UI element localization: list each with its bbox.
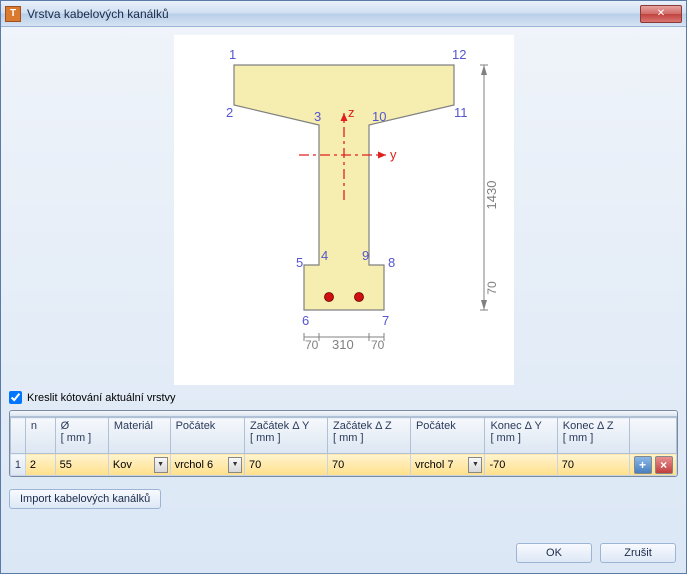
svg-text:6: 6 bbox=[302, 313, 309, 328]
column-header: n bbox=[25, 418, 55, 454]
close-button[interactable]: ✕ bbox=[640, 5, 682, 23]
draw-dimensions-row: Kreslit kótování aktuální vrstvy bbox=[9, 391, 678, 404]
dropdown-icon: ▼ bbox=[228, 457, 242, 473]
dropdown-icon: ▼ bbox=[468, 457, 482, 473]
material-select[interactable]: Kov ▼ bbox=[108, 454, 170, 476]
cross-section-diagram: 123456789101112zy1430707031070 bbox=[174, 35, 514, 385]
svg-text:1430: 1430 bbox=[484, 181, 499, 210]
column-header: Konec Δ Z[ mm ] bbox=[557, 418, 629, 454]
ok-button[interactable]: OK bbox=[516, 543, 592, 563]
title-text: Vrstva kabelových kanálků bbox=[27, 7, 640, 21]
svg-text:8: 8 bbox=[388, 255, 395, 270]
column-header: Začátek Δ Y[ mm ] bbox=[245, 418, 328, 454]
app-icon: T bbox=[5, 6, 21, 22]
cancel-button[interactable]: Zrušit bbox=[600, 543, 676, 563]
dropdown-icon: ▼ bbox=[154, 457, 168, 473]
svg-text:y: y bbox=[390, 147, 397, 162]
draw-dimensions-label[interactable]: Kreslit kótování aktuální vrstvy bbox=[27, 392, 176, 404]
row-index: 1 bbox=[11, 454, 26, 476]
svg-text:11: 11 bbox=[454, 105, 468, 120]
end-origin-value: vrchol 7 bbox=[415, 459, 454, 471]
svg-text:5: 5 bbox=[296, 255, 303, 270]
n-input[interactable] bbox=[26, 454, 55, 475]
svg-text:70: 70 bbox=[485, 281, 499, 295]
table-row: 1 Kov ▼ vrchol 6 ▼ vrchol 7 ▼ bbox=[11, 454, 677, 476]
import-button[interactable]: Import kabelových kanálků bbox=[9, 489, 161, 509]
column-header: Ø[ mm ] bbox=[55, 418, 108, 454]
diameter-input[interactable] bbox=[56, 454, 108, 475]
svg-text:1: 1 bbox=[229, 47, 236, 62]
svg-text:7: 7 bbox=[382, 313, 389, 328]
content-area: 123456789101112zy1430707031070 Kreslit k… bbox=[1, 27, 686, 537]
end-dy-input[interactable] bbox=[485, 454, 556, 475]
svg-text:70: 70 bbox=[305, 338, 319, 352]
svg-text:70: 70 bbox=[371, 338, 385, 352]
column-header bbox=[630, 418, 677, 454]
svg-text:4: 4 bbox=[321, 248, 328, 263]
column-header: Materiál bbox=[108, 418, 170, 454]
svg-text:310: 310 bbox=[332, 337, 354, 352]
svg-text:3: 3 bbox=[314, 109, 321, 124]
end-dz-input[interactable] bbox=[558, 454, 629, 475]
column-header: Konec Δ Y[ mm ] bbox=[485, 418, 557, 454]
dialog-footer: OK Zrušit bbox=[1, 537, 686, 573]
dialog-window: T Vrstva kabelových kanálků ✕ 1234567891… bbox=[0, 0, 687, 574]
start-origin-select[interactable]: vrchol 6 ▼ bbox=[170, 454, 244, 476]
channels-table: nØ[ mm ]MateriálPočátekZačátek Δ Y[ mm ]… bbox=[10, 417, 677, 476]
draw-dimensions-checkbox[interactable] bbox=[9, 391, 22, 404]
titlebar: T Vrstva kabelových kanálků ✕ bbox=[1, 1, 686, 27]
delete-row-button[interactable]: × bbox=[655, 456, 673, 474]
column-header: Počátek bbox=[170, 418, 244, 454]
column-header: Počátek bbox=[410, 418, 484, 454]
import-row: Import kabelových kanálků bbox=[9, 489, 678, 509]
row-actions: + × bbox=[630, 454, 677, 476]
start-origin-value: vrchol 6 bbox=[175, 459, 214, 471]
add-row-button[interactable]: + bbox=[634, 456, 652, 474]
material-value: Kov bbox=[113, 459, 132, 471]
end-origin-select[interactable]: vrchol 7 ▼ bbox=[410, 454, 484, 476]
start-dz-input[interactable] bbox=[328, 454, 410, 475]
start-dy-input[interactable] bbox=[245, 454, 327, 475]
svg-text:2: 2 bbox=[226, 105, 233, 120]
svg-text:9: 9 bbox=[362, 248, 369, 263]
column-header: Začátek Δ Z[ mm ] bbox=[328, 418, 411, 454]
svg-text:z: z bbox=[348, 105, 355, 120]
svg-text:10: 10 bbox=[372, 109, 386, 124]
channels-table-wrapper: nØ[ mm ]MateriálPočátekZačátek Δ Y[ mm ]… bbox=[9, 410, 678, 477]
svg-text:12: 12 bbox=[452, 47, 466, 62]
